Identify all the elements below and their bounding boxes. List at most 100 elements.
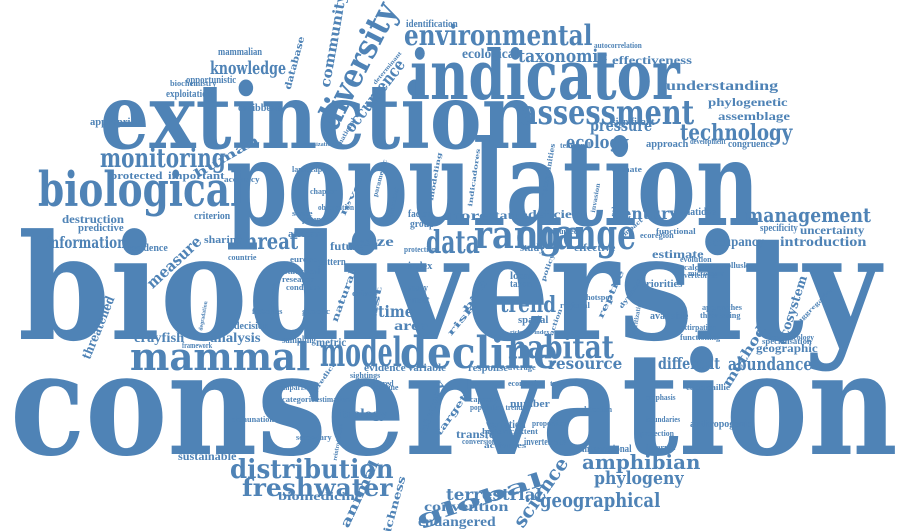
word: chapter — [310, 187, 337, 196]
word: international — [582, 444, 632, 455]
word: specificity — [760, 223, 798, 234]
word: opportunistic — [186, 75, 237, 86]
word: management — [745, 203, 871, 227]
word: african — [288, 229, 322, 240]
word: response — [468, 363, 509, 374]
word: research — [282, 275, 315, 284]
word: occupied — [548, 227, 579, 236]
word: identification — [406, 19, 458, 30]
word: sampling — [282, 335, 316, 346]
word: observation — [318, 203, 354, 212]
word: specialisation — [762, 337, 812, 346]
word: monitoring — [100, 144, 226, 174]
word: change — [516, 210, 636, 259]
word: potential — [302, 215, 333, 224]
word: historical — [482, 427, 522, 436]
word: condition — [286, 283, 321, 292]
word: endangered — [418, 515, 496, 530]
word: local — [510, 271, 532, 282]
word: index — [408, 261, 433, 272]
word: ecology — [566, 132, 629, 153]
word: data — [426, 223, 480, 261]
word: evolution — [680, 255, 712, 264]
word: threat — [236, 229, 299, 255]
word: conversion — [462, 437, 496, 446]
word: capercaillie — [686, 383, 730, 392]
word: available — [650, 311, 689, 322]
word: criterion — [194, 211, 231, 222]
word: mammal — [130, 334, 311, 379]
word: estimation — [316, 395, 350, 404]
word: defaunation — [232, 415, 274, 424]
word: interval — [646, 443, 676, 452]
word: functioning — [680, 333, 721, 342]
word: predictive — [78, 223, 124, 234]
word: protected — [110, 171, 163, 182]
word: colonization — [302, 142, 334, 148]
word: more — [444, 209, 488, 224]
word: amphibian — [582, 450, 701, 474]
word: extirpation — [680, 323, 716, 332]
word: conservation — [10, 322, 898, 488]
word: taxon — [510, 279, 532, 290]
word: technology — [680, 120, 793, 146]
word: area — [394, 319, 429, 334]
word: number — [510, 399, 550, 410]
word: approaches — [702, 303, 742, 312]
word: europe — [290, 255, 317, 264]
word: framework — [182, 341, 213, 350]
word: different — [658, 354, 721, 373]
word: capacity — [470, 395, 499, 404]
word: invertebrate — [524, 437, 566, 448]
word: destruction — [62, 212, 125, 226]
word: effective — [574, 243, 616, 254]
word: abundance — [728, 354, 813, 375]
word: extent — [516, 427, 538, 436]
word: trend — [500, 292, 557, 318]
word: evidence — [364, 363, 406, 374]
word: transfer — [456, 427, 501, 441]
word: geographical — [540, 488, 661, 512]
word: vertebrate — [684, 271, 718, 280]
word: mammalian — [218, 47, 263, 58]
word: hotspot — [586, 293, 613, 302]
word: most — [410, 295, 430, 306]
word: detection — [582, 405, 613, 414]
word: hindered — [364, 379, 394, 388]
word: variation — [486, 417, 526, 431]
word: projection — [640, 429, 674, 438]
word: sustainable — [178, 449, 237, 463]
word: priorities — [640, 279, 683, 290]
word: secondary — [296, 433, 332, 442]
word: emphasis — [646, 393, 676, 402]
word: century — [612, 204, 679, 223]
word: ecological — [462, 47, 519, 62]
word: spatial — [518, 315, 549, 326]
word: genetic — [302, 307, 331, 316]
word: exploitation — [166, 89, 212, 100]
word: decision — [234, 321, 269, 332]
word: factor — [408, 209, 432, 220]
word: size — [364, 235, 394, 250]
word: development — [690, 137, 726, 146]
word: decline — [400, 328, 559, 379]
word: ecoregion — [640, 231, 674, 240]
word: range — [474, 212, 584, 257]
word: biodiversity — [18, 203, 881, 374]
word: accuracy — [224, 175, 260, 184]
word: countrie — [228, 253, 257, 262]
word: occupancy — [706, 235, 765, 250]
word: biochemistry — [170, 79, 217, 88]
word: calculation — [684, 263, 725, 272]
word: anthropogenic — [690, 419, 752, 430]
word: climate — [612, 165, 642, 174]
word: fisheries — [252, 307, 283, 316]
word: regional — [560, 301, 590, 310]
word: geographic — [756, 341, 818, 355]
word: freshwater — [242, 473, 393, 502]
word: protection — [404, 245, 436, 254]
word: information — [46, 233, 126, 252]
word: boundaries — [646, 415, 681, 424]
word: landscape — [292, 165, 326, 174]
word: richness index — [510, 330, 550, 336]
